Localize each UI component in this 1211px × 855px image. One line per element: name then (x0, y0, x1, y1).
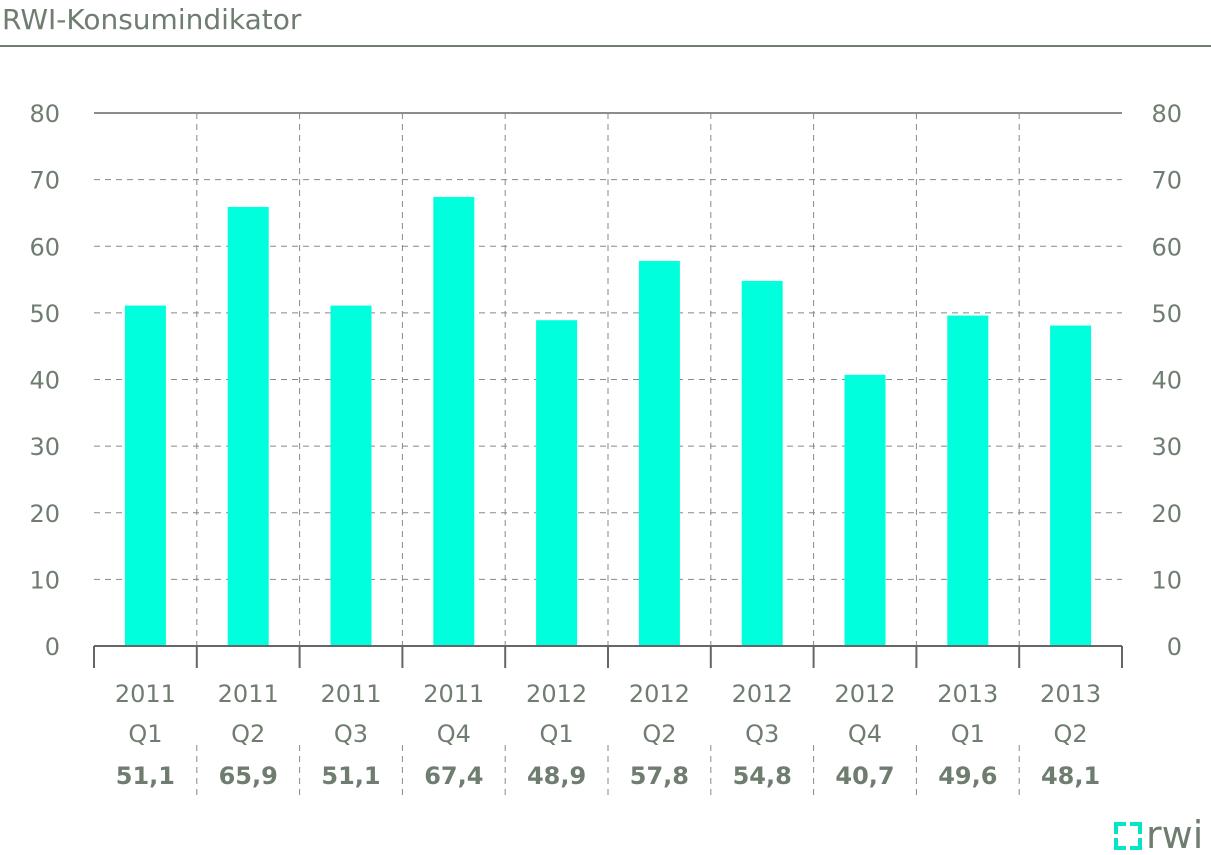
bar (536, 320, 578, 646)
rwi-logo-text: rwi (1146, 813, 1203, 851)
x-tick-label-year: 2012 (834, 680, 895, 708)
x-tick-label-year: 2011 (218, 680, 279, 708)
x-tick-label-quarter: Q2 (231, 720, 265, 748)
y-tick-label-right: 50 (1151, 300, 1182, 328)
data-label: 40,7 (835, 762, 894, 790)
y-tick-label-right: 40 (1151, 367, 1182, 395)
x-tick-label-year: 2011 (423, 680, 484, 708)
x-tick-label-year: 2012 (629, 680, 690, 708)
data-label: 65,9 (219, 762, 278, 790)
y-tick-label-right: 30 (1151, 433, 1182, 461)
data-label: 57,8 (630, 762, 689, 790)
rwi-logo: rwi (1114, 813, 1203, 855)
y-tick-label-right: 20 (1151, 500, 1182, 528)
chart-title: RWI-Konsumindikator (2, 3, 302, 36)
data-label: 49,6 (938, 762, 997, 790)
y-tick-label-left: 30 (29, 433, 60, 461)
y-tick-label-left: 50 (29, 300, 60, 328)
x-tick-label-year: 2013 (1040, 680, 1101, 708)
x-tick-label-quarter: Q1 (540, 720, 574, 748)
labels-layer: 0 0 10 10 20 20 30 30 40 40 50 50 60 60 70 70 80 80 2011 Q1… (29, 100, 1182, 790)
bar (433, 196, 475, 646)
x-tick-label-quarter: Q1 (951, 720, 985, 748)
x-tick-label-year: 2012 (732, 680, 793, 708)
y-tick-label-left: 40 (29, 367, 60, 395)
bar (124, 305, 166, 646)
bar (947, 315, 989, 646)
x-tick-label-quarter: Q2 (1054, 720, 1088, 748)
y-tick-label-right: 10 (1151, 566, 1182, 594)
x-tick-label-year: 2013 (937, 680, 998, 708)
x-tick-label-quarter: Q3 (334, 720, 368, 748)
data-label: 48,9 (527, 762, 586, 790)
bar (844, 374, 886, 646)
data-label: 54,8 (733, 762, 792, 790)
data-label: 67,4 (424, 762, 483, 790)
data-label: 51,1 (321, 762, 380, 790)
bar (227, 206, 269, 646)
y-tick-label-left: 10 (29, 566, 60, 594)
x-tick-label-year: 2011 (320, 680, 381, 708)
axis-layer (93, 645, 1123, 668)
x-tick-label-year: 2011 (115, 680, 176, 708)
y-tick-label-left: 70 (29, 167, 60, 195)
bar (330, 305, 372, 646)
y-tick-label-right: 60 (1151, 233, 1182, 261)
y-tick-label-right: 0 (1167, 633, 1182, 661)
bars-layer (124, 196, 1092, 646)
y-tick-label-left: 60 (29, 233, 60, 261)
x-tick-label-year: 2012 (526, 680, 587, 708)
x-tick-label-quarter: Q3 (745, 720, 779, 748)
rwi-logo-mark-icon (1114, 822, 1142, 850)
x-tick-label-quarter: Q1 (128, 720, 162, 748)
y-tick-label-left: 80 (29, 100, 60, 128)
bar (1050, 325, 1092, 646)
bar (741, 280, 783, 646)
x-tick-label-quarter: Q4 (848, 720, 882, 748)
grid-layer (94, 112, 1122, 800)
y-tick-label-left: 0 (45, 633, 60, 661)
data-label: 48,1 (1041, 762, 1100, 790)
y-tick-label-right: 80 (1151, 100, 1182, 128)
x-tick-label-quarter: Q2 (642, 720, 676, 748)
data-label: 51,1 (116, 762, 175, 790)
x-tick-label-quarter: Q4 (437, 720, 471, 748)
y-tick-label-right: 70 (1151, 167, 1182, 195)
bar (638, 260, 680, 646)
y-tick-label-left: 20 (29, 500, 60, 528)
